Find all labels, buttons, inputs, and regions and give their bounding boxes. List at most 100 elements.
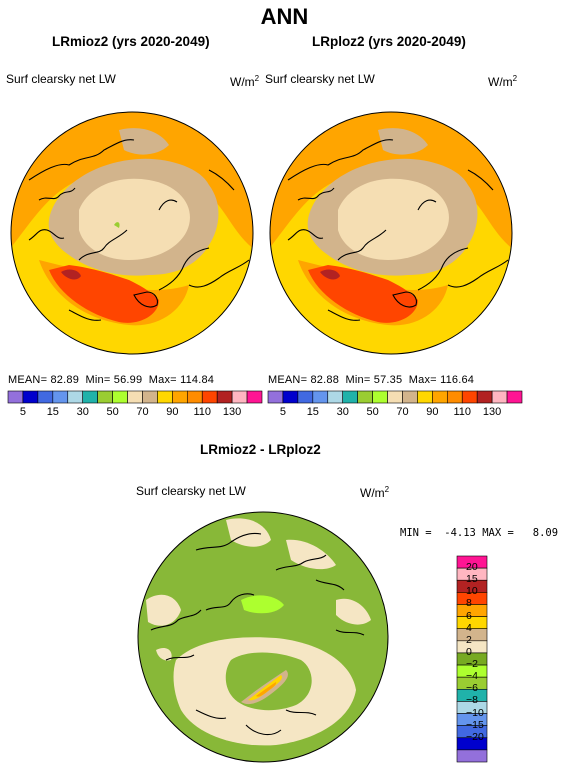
colorbar-tick-label: −6 xyxy=(466,682,478,695)
right-stats: MEAN= 82.88 Min= 57.35 Max= 116.64 xyxy=(268,374,475,386)
left-units: W/m2 xyxy=(230,74,260,89)
colorbar-swatch xyxy=(282,390,299,404)
right-colorbar xyxy=(267,390,523,404)
colorbar-tick-label: 5 xyxy=(279,406,286,418)
green-spot xyxy=(114,222,120,228)
colorbar-swatch xyxy=(342,390,358,404)
colorbar-swatch xyxy=(97,390,113,404)
red-atlantic xyxy=(49,265,159,323)
colorbar-tick-label: 70 xyxy=(136,406,149,418)
colorbar-swatch xyxy=(456,628,488,642)
colorbar-tick-label: 5 xyxy=(19,406,26,418)
colorbar-tick-label: −20 xyxy=(466,730,484,743)
colorbar-swatch xyxy=(387,390,403,404)
colorbar-swatch xyxy=(327,390,344,404)
colorbar-swatch xyxy=(172,390,188,404)
colorbar-swatch xyxy=(476,390,493,404)
colorbar-tick-label: 30 xyxy=(336,406,349,418)
colorbar-tick-label: 20 xyxy=(466,561,478,574)
colorbar-tick-label: 10 xyxy=(466,585,478,598)
colorbar-tick-label: 4 xyxy=(466,621,472,634)
colorbar-swatch xyxy=(67,390,84,404)
colorbar-tick-label: −4 xyxy=(466,670,478,683)
page-title: ANN xyxy=(260,4,309,29)
colorbar-swatch xyxy=(312,390,329,404)
colorbar-swatch xyxy=(267,390,284,404)
colorbar-swatch xyxy=(456,640,488,654)
colorbar-swatch xyxy=(157,390,173,404)
colorbar-tick-label: 15 xyxy=(46,406,59,418)
pale-land-2 xyxy=(286,539,336,570)
colorbar-tick-label: 50 xyxy=(366,406,379,418)
orange-streak xyxy=(256,682,277,697)
colorbar-swatch xyxy=(37,390,54,404)
colorbar-swatch xyxy=(142,390,158,404)
colorbar-swatch xyxy=(456,604,488,617)
colorbar-tick-label: −15 xyxy=(466,718,484,731)
colorbar-swatch xyxy=(417,390,433,404)
diff-colorbar xyxy=(456,555,488,763)
wheat-arctic xyxy=(338,178,449,260)
left-panel-title: LRmioz2 (yrs 2020-2049) xyxy=(52,34,210,49)
colorbar-tick-label: 15 xyxy=(306,406,319,418)
colorbar-swatch xyxy=(372,390,388,404)
colorbar-swatch xyxy=(506,390,523,404)
colorbar-swatch xyxy=(231,390,248,404)
pale-land-3 xyxy=(146,594,181,626)
red-spot xyxy=(320,269,340,280)
colorbar-tick-label: 15 xyxy=(466,573,478,586)
colorbar-swatch xyxy=(432,390,448,404)
wheat-arctic xyxy=(79,178,190,260)
colorbar-swatch xyxy=(461,390,478,404)
red-atlantic xyxy=(308,265,418,323)
left-variable-label: Surf clearsky net LW xyxy=(6,72,116,86)
orange-band xyxy=(11,112,253,250)
coastlines xyxy=(150,532,365,736)
colorbar-swatch xyxy=(112,390,128,404)
colorbar-swatch xyxy=(491,390,508,404)
colorbar-tick-label: 50 xyxy=(106,406,119,418)
colorbar-swatch xyxy=(127,390,143,404)
pale-land-5 xyxy=(336,598,371,625)
diff-polar-map xyxy=(137,511,389,763)
lightgreen-patch xyxy=(241,595,284,614)
tan-ext xyxy=(119,128,169,155)
left-colorbar xyxy=(7,390,263,404)
colorbar-tick-label: 70 xyxy=(396,406,409,418)
colorbar-tick-label: 0 xyxy=(466,645,472,658)
right-variable-label: Surf clearsky net LW xyxy=(265,72,375,86)
colorbar-swatch xyxy=(216,390,233,404)
green-inner xyxy=(225,652,312,711)
colorbar-tick-label: −10 xyxy=(466,706,484,719)
colorbar-tick-label: 90 xyxy=(166,406,179,418)
colorbar-swatch xyxy=(446,390,463,404)
colorbar-swatch xyxy=(246,390,263,404)
colorbar-tick-label: 2 xyxy=(466,633,472,646)
colorbar-swatch xyxy=(186,390,203,404)
colorbar-tick-label: 110 xyxy=(193,406,211,418)
colorbar-swatch xyxy=(22,390,39,404)
red-spot xyxy=(61,269,81,280)
colorbar-swatch xyxy=(357,390,373,404)
colorbar-tick-label: 8 xyxy=(466,597,472,610)
right-units: W/m2 xyxy=(488,74,518,89)
diff-stats: MIN = -4.13 MAX = 8.09 xyxy=(400,527,559,539)
right-panel-title: LRploz2 (yrs 2020-2049) xyxy=(312,34,466,49)
pale-land-1 xyxy=(226,518,271,547)
coastlines xyxy=(28,139,250,321)
colorbar-tick-label: 130 xyxy=(222,406,242,418)
colorbar-swatch xyxy=(7,390,24,404)
colorbar-tick-label: 130 xyxy=(482,406,502,418)
diff-units: W/m2 xyxy=(360,485,390,500)
diff-variable-label: Surf clearsky net LW xyxy=(136,484,246,498)
colorbar-tick-label: −8 xyxy=(466,694,478,707)
pale-land-6 xyxy=(156,648,172,661)
colorbar-swatch xyxy=(402,390,418,404)
colorbar-swatch xyxy=(52,390,69,404)
colorbar-tick-label: 6 xyxy=(466,609,472,622)
diff-panel-title: LRmioz2 - LRploz2 xyxy=(200,442,321,457)
colorbar-tick-label: 30 xyxy=(76,406,89,418)
left-stats: MEAN= 82.89 Min= 56.99 Max= 114.84 xyxy=(8,374,215,386)
colorbar-swatch xyxy=(456,749,488,763)
colorbar-swatch xyxy=(297,390,314,404)
